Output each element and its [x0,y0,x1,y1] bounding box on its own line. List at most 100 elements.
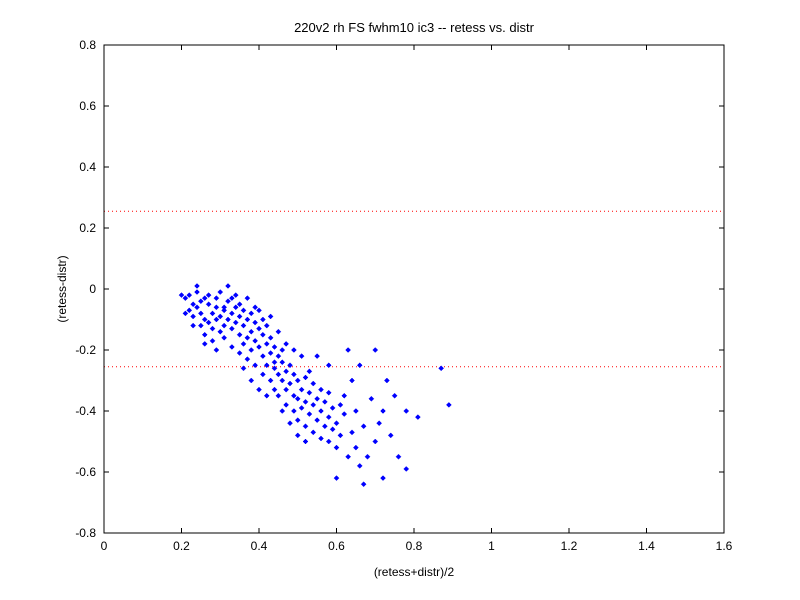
data-point [333,444,340,451]
data-point [275,328,282,335]
data-point [302,423,309,430]
data-point [337,432,344,439]
data-point [267,377,274,384]
data-point [201,341,208,347]
data-point [283,341,289,347]
data-point [190,301,196,308]
data-point [329,405,336,411]
data-point [333,420,340,427]
data-point [209,337,216,344]
data-point [298,386,305,393]
data-point [275,353,282,359]
x-axis-ticks: 0 0.2 0.4 0.6 0.8 1 1.2 1.4 1.6 [101,45,733,553]
data-point [325,389,332,396]
data-point [213,316,220,323]
data-point [287,380,293,387]
x-tick-label: 0.8 [406,539,423,553]
data-point [186,292,193,298]
data-point [306,389,313,396]
x-axis-label: (retess+distr)/2 [374,565,455,579]
data-point [403,408,410,414]
data-point [217,328,224,335]
data-point [229,344,235,350]
data-point [201,316,208,323]
y-tick-label: 0.4 [79,160,96,174]
data-point [178,292,185,298]
data-point [360,481,367,488]
data-point [263,322,270,329]
data-point [345,347,351,353]
data-point [287,420,293,427]
data-point [341,411,348,417]
data-point [236,313,243,320]
data-point [291,408,297,414]
data-point [349,429,355,436]
data-point [190,313,196,320]
data-point [217,313,224,320]
data-point [221,304,227,311]
data-point [360,423,367,430]
data-point [318,408,324,414]
data-point [225,316,231,323]
data-point [333,475,340,481]
data-point [298,405,305,411]
data-point [287,362,293,369]
data-point [275,392,282,399]
data-point [194,283,200,289]
data-point [244,316,251,323]
y-tick-label: -0.4 [75,404,96,418]
data-point [368,395,375,402]
x-tick-label: 1.2 [561,539,578,553]
data-point [318,386,324,393]
data-point [256,307,262,314]
data-point [221,334,227,341]
data-point [182,295,189,302]
data-point [376,420,382,427]
x-tick-label: 1.4 [638,539,655,553]
data-point [298,353,305,359]
data-point [232,292,239,298]
data-point [194,289,200,295]
data-point [337,402,344,408]
data-point [349,377,355,384]
data-point [267,334,274,341]
data-point [225,283,231,289]
data-point [356,362,363,369]
data-point [291,347,297,353]
data-point [283,402,289,408]
data-point [271,386,278,393]
data-point [260,353,266,359]
x-tick-label: 1 [488,539,495,553]
data-point [213,304,220,311]
data-point [391,392,398,399]
data-point [314,417,320,424]
data-point [364,453,371,460]
data-point [271,365,278,372]
data-point [310,380,317,387]
data-point [291,392,297,399]
data-point [302,438,309,445]
data-point [283,368,289,375]
data-point [252,362,258,369]
data-point [325,362,332,369]
y-tick-label: -0.6 [75,465,96,479]
data-point [205,292,212,298]
data-point [201,295,208,302]
data-point [291,371,297,378]
y-tick-label: 0.8 [79,38,96,52]
data-point [267,313,274,320]
data-point [302,398,309,405]
data-point [314,395,320,402]
data-point [225,298,231,305]
data-point [283,386,289,393]
data-point [248,377,255,384]
data-point [384,377,390,384]
data-point [213,347,220,353]
y-tick-label: 0.6 [79,99,96,113]
data-point [403,466,410,472]
data-point [201,331,208,338]
data-point [279,347,286,353]
data-point [198,310,204,317]
data-point [244,334,251,341]
